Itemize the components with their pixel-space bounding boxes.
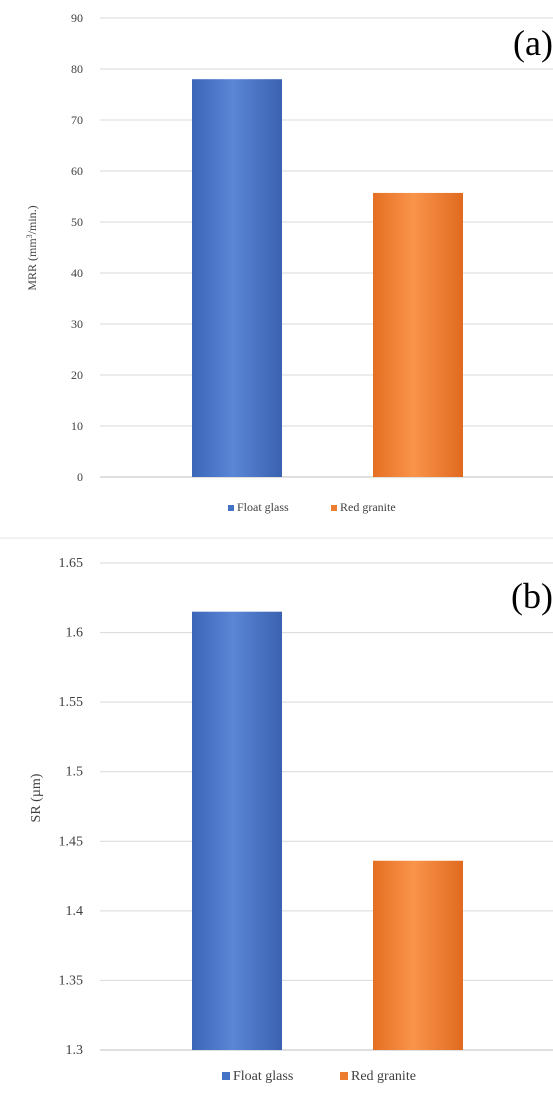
y-tick-label: 50: [71, 215, 83, 229]
bars: [192, 612, 463, 1050]
y-tick-label: 1.65: [59, 556, 84, 571]
y-tick-label: 60: [71, 164, 83, 178]
grid-lines: [100, 563, 553, 1050]
y-tick-label: 90: [71, 11, 83, 25]
bar-red-granite: [373, 861, 463, 1050]
y-tick-label: 1.3: [66, 1043, 84, 1058]
legend-label: Red granite: [340, 500, 396, 514]
y-tick-label: 10: [71, 419, 83, 433]
bars: [192, 79, 463, 477]
y-tick-labels: 0 10 20 30 40 50 60 70 80 90: [71, 11, 83, 484]
y-tick-label: 40: [71, 266, 83, 280]
y-axis-title: SR (µm): [29, 773, 44, 822]
y-tick-label: 80: [71, 62, 83, 76]
legend-label: Red granite: [351, 1069, 416, 1084]
y-tick-label: 1.55: [59, 695, 84, 710]
panel-label: (b): [511, 576, 553, 616]
legend-label: Float glass: [233, 1069, 293, 1084]
panel-label: (a): [513, 23, 553, 63]
y-axis-title: MRR (mm3/min.): [25, 205, 40, 290]
grid-lines: [100, 18, 553, 477]
legend-swatch: [228, 505, 234, 511]
y-tick-label: 30: [71, 317, 83, 331]
legend: Float glass Red granite: [222, 1069, 416, 1084]
y-tick-label: 20: [71, 368, 83, 382]
y-tick-label: 1.5: [66, 765, 84, 780]
bar-float-glass: [192, 612, 282, 1050]
y-tick-label: 1.45: [59, 834, 84, 849]
y-tick-label: 1.6: [66, 626, 84, 641]
bar-red-granite: [373, 193, 463, 477]
y-tick-label: 1.4: [66, 904, 84, 919]
legend: Float glass Red granite: [228, 500, 396, 514]
chart-panel-a: 0 10 20 30 40 50 60 70 80 90 MRR (mm3/min.) (a) F…: [25, 11, 553, 514]
y-tick-label: 70: [71, 113, 83, 127]
bar-float-glass: [192, 79, 282, 477]
chart-panel-b: 1.3 1.35 1.4 1.45 1.5 1.55 1.6 1.65 SR (µm) (b)…: [29, 556, 553, 1084]
legend-swatch: [340, 1072, 348, 1080]
legend-label: Float glass: [237, 500, 289, 514]
y-tick-labels: 1.3 1.35 1.4 1.45 1.5 1.55 1.6 1.65: [59, 556, 84, 1058]
y-tick-label: 0: [77, 470, 83, 484]
legend-swatch: [222, 1072, 230, 1080]
legend-swatch: [331, 505, 337, 511]
y-tick-label: 1.35: [59, 973, 84, 988]
